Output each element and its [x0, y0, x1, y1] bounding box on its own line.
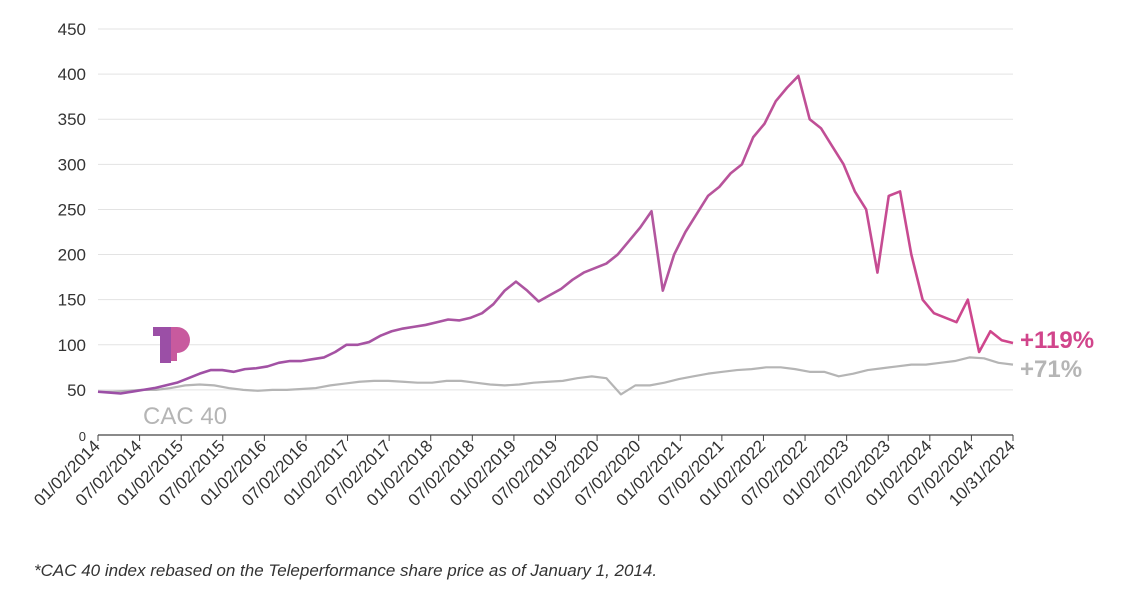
x-axis-tick-labels: 01/02/201407/02/201401/02/201507/02/2015… [30, 436, 1019, 510]
cac40-end-label: +71% [1020, 356, 1082, 383]
gridlines [98, 28, 1013, 391]
x-axis [97, 434, 1014, 441]
series-line-cac40 [98, 356, 1014, 396]
y-tick-label: 150 [58, 291, 86, 310]
footnote: *CAC 40 index rebased on the Teleperform… [34, 561, 658, 580]
y-tick-label: 400 [58, 65, 86, 84]
y-tick-label: 0 [79, 429, 86, 444]
teleperformance-logo [153, 327, 190, 363]
y-tick-label: 250 [58, 200, 86, 219]
y-tick-label: 50 [67, 381, 86, 400]
series-labels: +119%+71% CAC 40 [143, 327, 1094, 430]
y-axis-tick-labels: 0 50 100 150 200 250 300 350 400 450 [58, 20, 86, 444]
y-tick-label: 100 [58, 336, 86, 355]
y-tick-label: 200 [58, 246, 86, 265]
series-line-teleperformance [97, 74, 1014, 395]
y-tick-label: 300 [58, 155, 86, 174]
y-tick-label: 450 [58, 20, 86, 39]
cac40-series-label: CAC 40 [143, 403, 227, 430]
series-lines [97, 74, 1014, 396]
y-tick-label: 350 [58, 110, 86, 129]
teleperformance-end-label: +119% [1020, 327, 1094, 354]
